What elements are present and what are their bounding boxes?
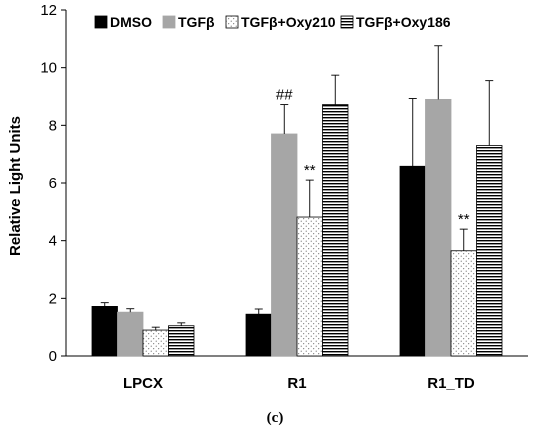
legend-swatch-dmso <box>94 15 108 29</box>
y-tick-label: 10 <box>40 60 57 77</box>
legend-label-dmso: DMSO <box>110 14 152 30</box>
figure-caption: (c) <box>266 410 284 426</box>
y-tick-label: 0 <box>49 348 57 365</box>
bar-lpcx-dmso <box>91 306 118 357</box>
bar-r1-td-tgfbeta-oxy210 <box>450 250 477 357</box>
bar-lpcx-tgfbeta <box>117 311 144 357</box>
y-tick-label: 8 <box>49 117 57 134</box>
significance-annotation: ** <box>304 162 316 179</box>
bar-r1-tgfbeta <box>271 133 298 357</box>
legend: DMSO TGFβ TGFβ+Oxy210 TGFβ+Oxy186 <box>94 14 451 30</box>
y-tick-label: 6 <box>49 175 57 192</box>
bar-chart: Relative Light Units 0 2 4 6 8 10 12 LPCX R1 R1_T… <box>7 2 528 392</box>
y-axis-label: Relative Light Units <box>7 116 24 256</box>
y-tick-label: 2 <box>49 290 57 307</box>
bar-r1-dmso <box>245 313 272 357</box>
significance-annotation: ## <box>276 87 293 104</box>
bar-lpcx-tgfbeta-oxy186 <box>168 325 195 357</box>
legend-label-tgfbeta-oxy210: TGFβ+Oxy210 <box>241 14 336 30</box>
legend-swatch-tgfbeta-oxy210 <box>225 15 239 29</box>
x-tick-label-r1-td: R1_TD <box>427 375 475 392</box>
bar-r1-td-dmso <box>399 165 426 357</box>
significance-annotation: ** <box>458 211 470 228</box>
bar-r1-tgfbeta-oxy210 <box>296 216 323 357</box>
x-tick-label-lpcx: LPCX <box>123 375 163 392</box>
y-tick-label: 4 <box>49 233 57 250</box>
x-tick-label-r1: R1 <box>287 375 306 392</box>
bar-r1-td-tgfbeta-oxy186 <box>476 145 503 357</box>
bar-r1-tgfbeta-oxy186 <box>322 104 349 357</box>
legend-swatch-tgfbeta-oxy186 <box>340 15 354 29</box>
legend-label-tgfbeta: TGFβ <box>178 14 215 30</box>
legend-swatch-tgfbeta <box>162 15 176 29</box>
bar-r1-td-tgfbeta <box>425 98 452 357</box>
plot-area: 0 2 4 6 8 10 12 LPCX R1 R1_TD ## ** ** DMSO TGFβ TGFβ+O… <box>40 2 528 392</box>
y-tick-label: 12 <box>40 2 57 19</box>
legend-label-tgfbeta-oxy186: TGFβ+Oxy186 <box>356 14 451 30</box>
bar-lpcx-tgfbeta-oxy210 <box>142 329 169 357</box>
